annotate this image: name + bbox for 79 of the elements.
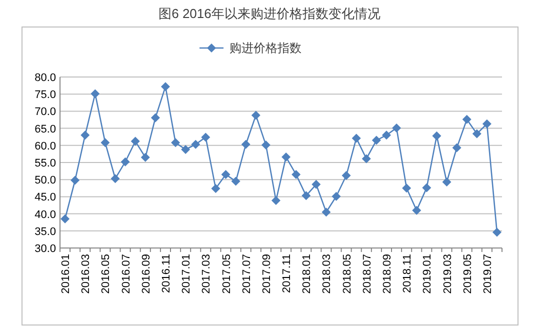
y-tick-label: 55.0: [34, 158, 56, 170]
x-tick-label: 2016.01: [60, 254, 72, 294]
x-tick-label: 2017.05: [220, 254, 233, 294]
y-tick-label: 75.0: [34, 89, 56, 102]
x-tick-label: 2018.07: [361, 254, 374, 294]
point: [462, 114, 472, 124]
y-tick-label: 50.0: [34, 174, 56, 187]
point: [282, 152, 291, 162]
x-tick-label: 2017.09: [260, 254, 273, 294]
point: [171, 138, 180, 148]
x-tick-label: 2016.07: [120, 254, 132, 294]
point: [332, 192, 341, 201]
point: [271, 196, 280, 205]
point: [382, 130, 391, 140]
x-tick-label: 2016.05: [100, 254, 112, 294]
point: [110, 174, 120, 184]
x-tick-label: 2018.01: [301, 254, 314, 294]
point: [80, 130, 90, 140]
point: [492, 228, 502, 237]
x-tick-label: 2017.01: [180, 254, 193, 294]
point: [372, 136, 381, 145]
y-tick-label: 65.0: [34, 123, 56, 136]
point: [150, 113, 160, 122]
point: [261, 140, 270, 150]
point: [100, 138, 110, 148]
x-tick-label: 2017.07: [240, 254, 253, 294]
point: [120, 157, 130, 166]
point: [181, 145, 190, 154]
point: [130, 136, 140, 146]
point: [452, 143, 462, 152]
point: [302, 191, 311, 200]
point: [482, 119, 492, 128]
point: [60, 214, 70, 224]
point: [432, 131, 442, 140]
point: [442, 177, 452, 186]
x-tick-label: 2017.03: [200, 254, 213, 294]
point: [201, 132, 210, 142]
point: [422, 183, 432, 192]
x-tick-label: 2019.03: [442, 254, 454, 294]
chart-title: 图6 2016年以来购进价格指数变化情况: [158, 6, 380, 21]
point: [231, 176, 240, 186]
x-tick-label: 2018.09: [381, 254, 394, 294]
point: [140, 152, 150, 162]
point: [352, 134, 361, 143]
point: [322, 208, 331, 217]
x-tick-label: 2019.07: [482, 254, 494, 294]
point: [402, 184, 412, 193]
point: [191, 140, 200, 149]
point: [342, 170, 351, 180]
point: [241, 140, 250, 149]
point: [70, 176, 80, 185]
point: [292, 170, 301, 179]
x-tick-label: 2019.05: [462, 254, 474, 294]
x-tick-label: 2018.05: [341, 254, 354, 294]
y-tick-label: 30.0: [34, 243, 56, 255]
x-tick-label: 2016.03: [80, 254, 92, 294]
point: [472, 129, 482, 138]
point: [412, 206, 422, 215]
point: [221, 170, 230, 179]
point: [392, 123, 402, 132]
point: [211, 184, 220, 193]
x-tick-label: 2016.11: [160, 254, 172, 293]
point: [251, 110, 260, 120]
y-tick-label: 60.0: [34, 140, 56, 152]
x-tick-label: 2018.11: [402, 254, 414, 293]
point: [160, 82, 170, 92]
point: [312, 180, 321, 189]
y-tick-label: 35.0: [34, 226, 56, 238]
y-tick-label: 70.0: [34, 106, 56, 118]
legend-label: 购进价格指数: [230, 41, 302, 55]
x-tick-label: 2016.09: [140, 254, 152, 294]
y-tick-label: 45.0: [34, 192, 56, 204]
x-tick-label: 2019.01: [422, 254, 434, 294]
point: [362, 154, 371, 164]
x-tick-label: 2017.11: [281, 254, 294, 293]
y-tick-label: 80.0: [34, 72, 56, 84]
x-tick-label: 2018.03: [321, 254, 334, 294]
point: [90, 89, 100, 98]
y-tick-label: 40.0: [34, 208, 56, 221]
